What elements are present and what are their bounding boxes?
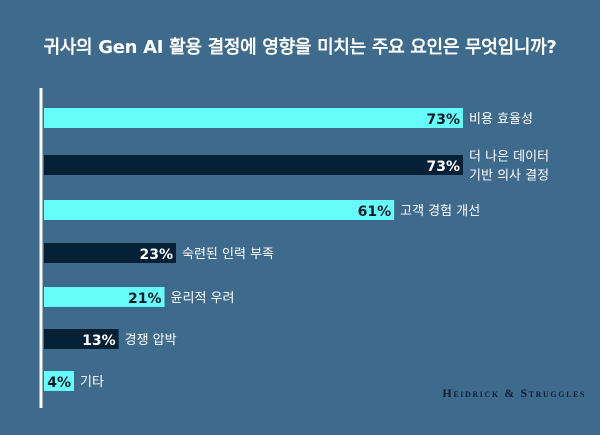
- bar: [44, 108, 464, 128]
- data-label: 4%: [47, 375, 71, 391]
- bar: [44, 329, 119, 349]
- data-label: 13%: [82, 333, 116, 349]
- category-label: 경쟁 압박: [125, 333, 177, 348]
- category-label: 고객 경험 개선: [400, 204, 480, 219]
- data-label: 21%: [128, 291, 162, 307]
- bar: [44, 243, 177, 263]
- category-label: 기타: [80, 375, 104, 390]
- heidrick-struggles-logo: Heidrick & Struggles: [442, 386, 586, 400]
- bar: [44, 287, 165, 307]
- bar: [44, 200, 395, 220]
- category-label: 윤리적 우려: [171, 291, 235, 306]
- bar: [44, 155, 464, 175]
- category-label: 더 나은 데이터: [469, 150, 549, 165]
- bar: [44, 371, 74, 391]
- data-label: 73%: [427, 112, 461, 128]
- chart-title: 귀사의 Gen AI 활용 결정에 영향을 미치는 주요 요인은 무엇입니까?: [43, 37, 557, 58]
- data-label: 23%: [140, 247, 174, 263]
- data-label: 61%: [358, 204, 392, 220]
- category-label: 숙련된 인력 부족: [182, 247, 274, 262]
- category-label: 비용 효율성: [469, 112, 533, 127]
- data-label: 73%: [427, 159, 461, 175]
- category-label: 기반 의사 결정: [469, 169, 549, 184]
